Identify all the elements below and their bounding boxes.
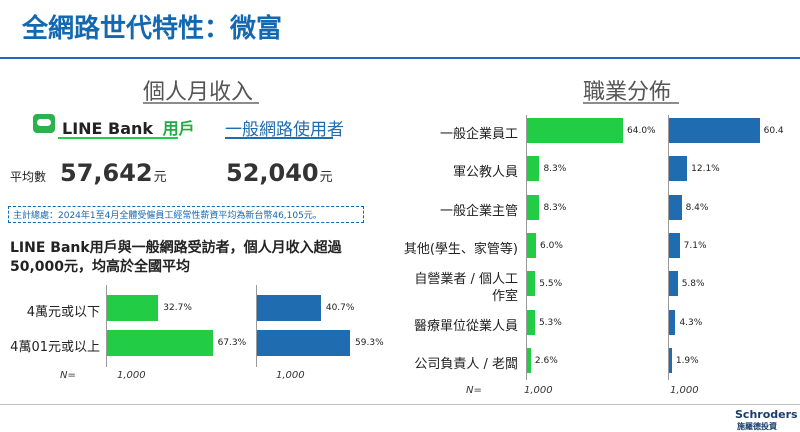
occupation-bar — [527, 156, 540, 182]
line-bank-average-value: 57,642 — [60, 159, 153, 187]
income-bar — [257, 295, 321, 321]
schroders-logo-chinese: 施羅德投資 — [737, 422, 777, 431]
income-title-underline — [143, 102, 259, 104]
general-users-label: 一般網路使用者 — [225, 120, 344, 140]
occupation-category-label: 公司負責人 / 老闆 — [414, 356, 518, 372]
income-bar — [257, 330, 351, 356]
general-average-unit: 元 — [319, 170, 333, 185]
income-n-general: 1,000 — [276, 370, 305, 381]
occupation-value-label: 4.3% — [679, 317, 703, 328]
income-axis-general — [256, 285, 257, 367]
general-average: 52,040元 — [226, 159, 333, 187]
line-bank-users-suffix: 用戶 — [162, 119, 195, 138]
occupation-bar — [527, 347, 531, 373]
occupation-value-label: 6.0% — [540, 240, 563, 251]
income-summary: LINE Bank用戶與一般網路受訪者，個人月收入超過50,000元，均高於全國… — [10, 240, 342, 275]
occupation-bar — [669, 271, 678, 297]
occupation-bar — [527, 118, 623, 143]
occupation-bar — [669, 309, 676, 335]
occupation-bar — [527, 194, 540, 220]
line-bank-underline — [58, 137, 178, 139]
occupation-value-label: 12.1% — [691, 164, 720, 175]
note-text: 主計總處：2024年1至4月全體受僱員工經常性薪資平均為新台幣46,105元。 — [13, 211, 322, 221]
occupation-category-label: 自營業者 / 個人工 — [414, 272, 518, 288]
line-bank-users-label: LINE Bank 用戶 — [62, 115, 195, 139]
occupation-value-label: 8.4% — [685, 202, 709, 213]
occupation-value-label: 2.6% — [534, 355, 558, 366]
occupation-category-label: 一般企業主管 — [439, 203, 518, 219]
income-category-label: 4萬01元或以上 — [10, 340, 100, 355]
occupation-axis-line-bank — [526, 115, 527, 380]
occupation-title-underline — [583, 102, 679, 104]
occupation-value-label: 5.3% — [538, 317, 562, 328]
income-chart: 4萬元或以下 32.7% 40.7% 4萬01元或以上 67.3% 59.3% — [0, 285, 384, 375]
occupation-bar — [669, 118, 760, 143]
average-label: 平均數 — [10, 170, 47, 184]
occupation-n-line-bank: 1,000 — [524, 385, 553, 396]
income-value-label: 32.7% — [163, 303, 192, 313]
occupation-value-label: 5.5% — [539, 279, 563, 290]
occupation-axis-general — [668, 115, 669, 380]
income-n-label: N= — [60, 370, 76, 381]
income-n-line-bank: 1,000 — [117, 370, 146, 381]
income-axis-line-bank — [106, 285, 107, 367]
income-value-label: 59.3% — [355, 338, 384, 348]
income-category-label: 4萬元或以下 — [26, 305, 100, 320]
line-bank-average-unit: 元 — [153, 170, 167, 185]
occupation-section-title: 職業分佈 — [583, 80, 672, 105]
occupation-category-label: 作室 — [491, 289, 518, 305]
occupation-bar — [669, 347, 672, 373]
income-bar — [107, 330, 213, 356]
title-divider — [0, 57, 800, 59]
occupation-category-label: 一般企業員工 — [439, 127, 518, 142]
schroders-logo: Schroders — [735, 408, 798, 421]
footer-divider — [0, 404, 800, 405]
occupation-category-label: 其他(學生、家管等) — [403, 241, 518, 257]
occupation-bar — [527, 271, 536, 297]
page-title: 全網路世代特性：微富 — [22, 14, 283, 44]
occupation-value-label: 8.3% — [543, 164, 567, 175]
occupation-value-label: 5.8% — [681, 279, 705, 290]
income-value-label: 67.3% — [217, 338, 247, 348]
occupation-category-label: 醫療單位從業人員 — [413, 318, 518, 334]
occupation-n-label: N= — [466, 385, 482, 396]
occupation-chart: 一般企業員工 64.0% 60.4 軍公教人員 8.3% 12.1% 一般企業主管 8.3% 8… — [390, 110, 800, 385]
income-value-label: 40.7% — [325, 303, 355, 313]
occupation-bar — [669, 194, 682, 220]
general-average-value: 52,040 — [226, 159, 319, 187]
occupation-value-label: 60.4 — [763, 126, 784, 136]
occupation-bar — [527, 309, 535, 335]
occupation-bar — [527, 232, 536, 258]
line-bank-name: LINE Bank — [62, 119, 154, 138]
occupation-value-label: 1.9% — [675, 355, 699, 366]
occupation-n-general: 1,000 — [670, 385, 699, 396]
occupation-bar — [669, 156, 688, 182]
occupation-value-label: 7.1% — [683, 240, 707, 251]
occupation-value-label: 8.3% — [543, 202, 567, 213]
occupation-bar — [669, 232, 680, 258]
income-section-title: 個人月收入 — [143, 80, 254, 105]
note-box — [8, 206, 364, 223]
line-bank-average: 57,642元 — [60, 159, 167, 187]
line-logo-icon — [33, 114, 55, 133]
general-users-underline — [225, 137, 333, 139]
income-bar — [107, 295, 159, 321]
occupation-value-label: 64.0% — [627, 126, 656, 136]
occupation-category-label: 軍公教人員 — [452, 165, 518, 181]
